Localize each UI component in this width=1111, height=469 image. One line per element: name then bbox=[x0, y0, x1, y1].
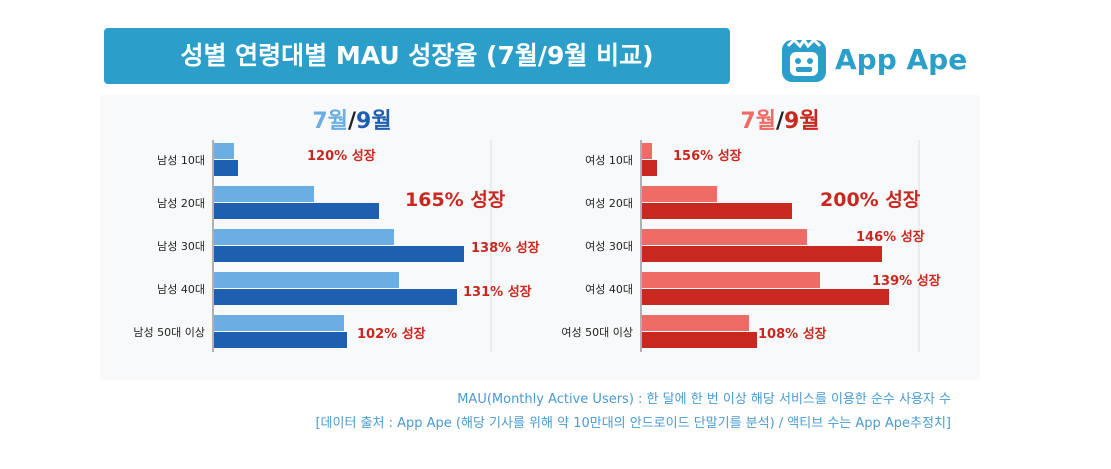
female-growth-label: 108% 성장 bbox=[758, 326, 827, 342]
male-bar-jul bbox=[214, 315, 344, 331]
female-chart-title: 7월/9월 bbox=[740, 109, 819, 134]
male-category-label: 남성 40대 bbox=[157, 283, 205, 296]
male-bar-jul bbox=[214, 229, 394, 245]
male-bar-sep bbox=[214, 160, 238, 176]
female-bar-sep bbox=[642, 203, 792, 219]
male-category-label: 남성 30대 bbox=[157, 240, 205, 253]
male-title-sep: / bbox=[348, 109, 357, 134]
female-bar-jul bbox=[642, 229, 807, 245]
title-banner: 성별 연령대별 MAU 성장율 (7월/9월 비교) bbox=[104, 28, 730, 84]
female-title-sep: / bbox=[776, 109, 785, 134]
male-bar-jul bbox=[214, 143, 234, 159]
female-growth-label: 139% 성장 bbox=[872, 273, 941, 289]
female-bar-jul bbox=[642, 143, 652, 159]
male-bar-jul bbox=[214, 272, 399, 288]
ape-face-icon bbox=[782, 37, 826, 82]
female-bar-jul bbox=[642, 186, 717, 202]
male-chart-title: 7월/9월 bbox=[312, 109, 391, 134]
app-ape-logo: App Ape bbox=[780, 36, 970, 86]
female-growth-label: 146% 성장 bbox=[856, 229, 925, 245]
female-bar-jul bbox=[642, 315, 749, 331]
male-bar-sep bbox=[214, 203, 379, 219]
male-bar-jul bbox=[214, 186, 314, 202]
female-bar-sep bbox=[642, 160, 657, 176]
female-title-sep-month: 9월 bbox=[784, 109, 820, 134]
male-category-label: 남성 10대 bbox=[157, 154, 205, 167]
female-category-label: 여성 40대 bbox=[585, 283, 633, 296]
male-category-label: 남성 50대 이상 bbox=[133, 326, 205, 339]
male-bar-sep bbox=[214, 289, 457, 305]
male-bar-sep bbox=[214, 332, 347, 348]
female-category-label: 여성 10대 bbox=[585, 154, 633, 167]
footnote-mau-definition: MAU(Monthly Active Users) : 한 달에 한 번 이상 … bbox=[457, 392, 951, 407]
female-title-jul: 7월 bbox=[740, 109, 776, 134]
female-category-label: 여성 50대 이상 bbox=[561, 326, 633, 339]
logo-text: App Ape bbox=[835, 43, 968, 76]
female-growth-label: 200% 성장 bbox=[820, 189, 921, 211]
male-bar-sep bbox=[214, 246, 464, 262]
female-category-label: 여성 20대 bbox=[585, 197, 633, 210]
female-bar-sep bbox=[642, 289, 889, 305]
male-title-jul: 7월 bbox=[312, 109, 348, 134]
female-category-label: 여성 30대 bbox=[585, 240, 633, 253]
male-growth-label: 138% 성장 bbox=[471, 240, 540, 256]
female-growth-label: 156% 성장 bbox=[673, 148, 742, 164]
page-title: 성별 연령대별 MAU 성장율 (7월/9월 비교) bbox=[180, 41, 654, 70]
female-bar-jul bbox=[642, 272, 820, 288]
female-bar-sep bbox=[642, 246, 882, 262]
female-bar-sep bbox=[642, 332, 757, 348]
male-growth-label: 102% 성장 bbox=[357, 326, 426, 342]
footnote-data-source: [데이터 출처 : App Ape (해당 기사를 위해 약 10만대의 안드로… bbox=[315, 416, 951, 431]
male-category-label: 남성 20대 bbox=[157, 197, 205, 210]
male-growth-label: 120% 성장 bbox=[307, 148, 376, 164]
male-title-sep-month: 9월 bbox=[356, 109, 392, 134]
male-growth-label: 165% 성장 bbox=[405, 189, 506, 211]
male-growth-label: 131% 성장 bbox=[463, 284, 532, 300]
